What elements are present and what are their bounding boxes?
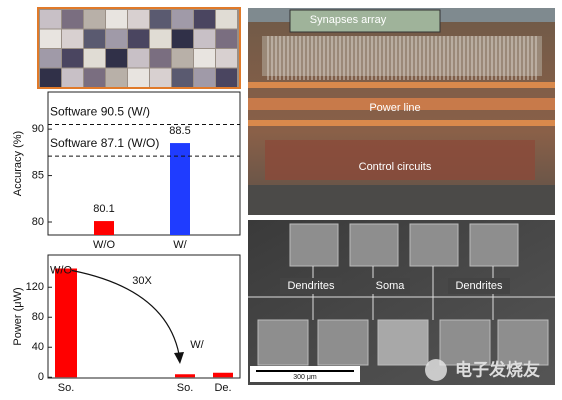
chip-label: Synapses array: [310, 14, 387, 26]
digit-tile: [40, 68, 61, 87]
digit-tile: [216, 29, 237, 48]
y-tick-label: 120: [26, 281, 44, 293]
digit-tile: [128, 10, 149, 29]
reference-label: Software 87.1 (W/O): [50, 136, 159, 150]
x-tick-label: W/: [173, 239, 187, 251]
digit-tile: [172, 29, 193, 48]
digit-tile: [106, 49, 127, 68]
digit-tile: [62, 68, 83, 87]
digit-tile: [106, 29, 127, 48]
digit-tile: [128, 29, 149, 48]
watermark: 电子发烧友: [455, 359, 540, 379]
digit-tile: [216, 68, 237, 87]
y-tick-label: 85: [32, 169, 44, 181]
digit-tile: [194, 49, 215, 68]
sem-label: Dendrites: [455, 280, 503, 292]
x-tick-label: So.: [58, 382, 75, 394]
digit-tile: [216, 10, 237, 29]
digit-tile: [150, 49, 171, 68]
digit-tile: [84, 49, 105, 68]
digit-tile: [194, 10, 215, 29]
digit-tile: [40, 29, 61, 48]
y-tick-label: 0: [38, 371, 44, 383]
y-tick-label: 40: [32, 341, 44, 353]
y-axis-label: Accuracy (%): [12, 131, 24, 196]
scale-bar-label: 300 μm: [293, 374, 317, 381]
y-tick-label: 90: [32, 123, 44, 135]
sem-label: Dendrites: [287, 280, 335, 292]
x-tick-label: De.: [214, 382, 231, 394]
bar: [55, 268, 77, 378]
y-tick-label: 80: [32, 216, 44, 228]
digit-tile: [84, 10, 105, 29]
arrow-head: [174, 352, 184, 364]
digit-tile: [84, 68, 105, 87]
digit-tile: [216, 49, 237, 68]
x-tick-label: So.: [177, 382, 194, 394]
bar: [175, 374, 195, 378]
bar: [94, 221, 114, 235]
digit-tile: [128, 49, 149, 68]
reference-label: Software 90.5 (W/): [50, 105, 150, 119]
arrow: [71, 269, 181, 361]
digit-tile: [128, 68, 149, 87]
digit-tile: [172, 68, 193, 87]
digit-tiles: [40, 10, 237, 87]
digit-tile: [150, 68, 171, 87]
x-tick-label: W/O: [93, 239, 115, 251]
digit-tile: [150, 10, 171, 29]
digit-tile: [106, 68, 127, 87]
plot-frame: [47, 91, 241, 236]
annotation: 30X: [132, 275, 152, 287]
digit-tile: [172, 10, 193, 29]
digit-tile: [172, 49, 193, 68]
digit-tile: [194, 68, 215, 87]
digit-tile: [62, 49, 83, 68]
y-tick-label: 80: [32, 311, 44, 323]
digit-tile: [62, 29, 83, 48]
bar: [213, 372, 233, 378]
digit-tile: [62, 10, 83, 29]
chip-photo: Synapses array Power line Control circui…: [248, 8, 555, 215]
digit-tile: [84, 29, 105, 48]
annotation: W/: [190, 339, 204, 351]
annotation: W/O: [50, 264, 72, 276]
chip-label: Control circuits: [359, 161, 432, 173]
value-label: 88.5: [169, 125, 190, 137]
bar: [170, 143, 190, 235]
plot-frame: [47, 254, 241, 379]
value-label: 80.1: [93, 203, 114, 215]
digit-tile: [40, 49, 61, 68]
digit-tile: [150, 29, 171, 48]
y-axis-label: Power (μW): [12, 287, 24, 345]
digit-tile: [40, 10, 61, 29]
digit-tile: [106, 10, 127, 29]
sem-label: Soma: [376, 280, 406, 292]
chip-label: Power line: [369, 102, 420, 114]
sem-image: Dendrites Soma Dendrites 300 μm 电子发烧友: [248, 220, 555, 385]
digit-tile: [194, 29, 215, 48]
